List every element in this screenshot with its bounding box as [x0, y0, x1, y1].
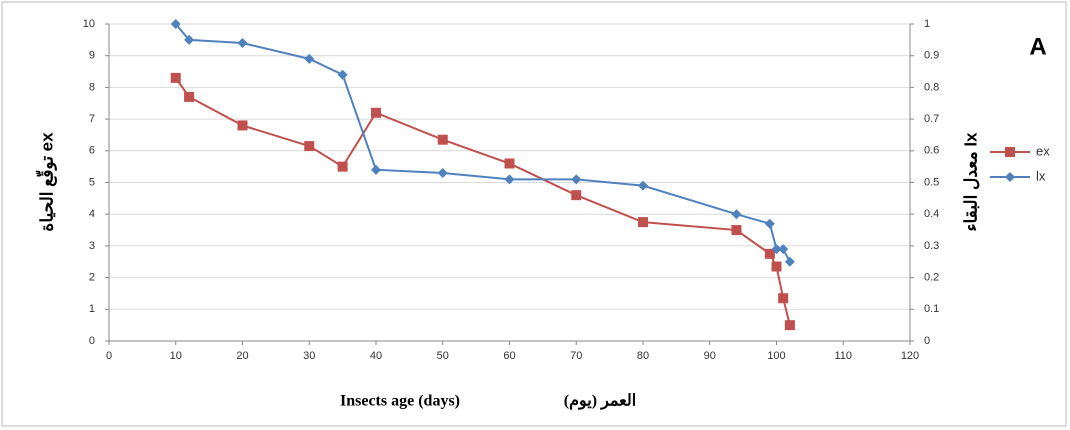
y-tick-label: 0 — [89, 335, 95, 347]
point — [784, 256, 795, 267]
point — [184, 91, 195, 102]
point — [184, 34, 195, 45]
y2-tick-label: 0.6 — [924, 145, 939, 157]
point — [304, 53, 315, 64]
x-tick-label: 80 — [637, 350, 649, 362]
point — [337, 69, 348, 80]
y-tick-label: 5 — [89, 176, 95, 188]
x-tick-label: 40 — [370, 350, 382, 362]
point — [571, 174, 582, 185]
y2-tick-label: 0.8 — [924, 81, 939, 93]
panel-label: A — [1029, 33, 1046, 60]
point — [764, 218, 775, 229]
legend-marker — [1005, 147, 1015, 157]
point — [170, 72, 181, 83]
y2-tick-label: 0.1 — [924, 303, 939, 315]
x-axis-label: Insects age (days) — [340, 393, 460, 410]
y2-tick-label: 0.2 — [924, 272, 939, 284]
y2-tick-label: 0.7 — [924, 113, 939, 125]
y-tick-label: 3 — [89, 240, 95, 252]
legend-label: lx — [1036, 168, 1046, 183]
y-tick-label: 10 — [83, 18, 95, 30]
y-axis-label: توقّع الحياة ex — [35, 132, 57, 232]
x-tick-label: 0 — [106, 350, 112, 362]
x-tick-label: 50 — [437, 350, 449, 362]
point — [638, 217, 648, 228]
point — [571, 190, 582, 201]
point — [778, 293, 789, 304]
y2-tick-label: 0.9 — [924, 50, 939, 62]
x-tick-label: 60 — [503, 350, 515, 362]
point — [371, 164, 381, 175]
y-tick-label: 9 — [89, 50, 95, 62]
y-tick-label: 6 — [89, 145, 95, 157]
x-tick-label: 100 — [767, 350, 785, 362]
x-tick-label: 30 — [303, 350, 315, 362]
point — [504, 174, 515, 185]
point — [771, 244, 782, 255]
point — [237, 120, 248, 131]
y-tick-label: 4 — [89, 208, 95, 220]
x-tick-label: 10 — [170, 350, 182, 362]
point — [371, 107, 381, 118]
point — [304, 141, 315, 152]
point — [237, 38, 248, 49]
x-axis-label-ar: العمر (يوم) — [564, 393, 636, 411]
x-tick-label: 70 — [570, 350, 582, 362]
y2-tick-label: 1 — [924, 18, 930, 30]
y2-axis-label: معدل البقاء lx — [961, 132, 980, 232]
point — [437, 167, 448, 178]
x-tick-label: 110 — [834, 350, 852, 362]
point — [764, 248, 775, 259]
point — [437, 134, 448, 145]
point — [638, 180, 648, 191]
point — [504, 158, 515, 169]
x-tick-label: 120 — [901, 350, 919, 362]
y-tick-label: 2 — [89, 272, 95, 284]
y2-tick-label: 0 — [924, 335, 930, 347]
point — [731, 225, 742, 236]
x-tick-label: 20 — [236, 350, 248, 362]
point — [771, 261, 782, 272]
point — [778, 244, 789, 255]
y2-tick-label: 0.4 — [924, 208, 939, 220]
legend-marker — [1005, 172, 1015, 182]
point — [731, 209, 742, 220]
point — [337, 161, 348, 172]
y2-tick-label: 0.3 — [924, 240, 939, 252]
y2-tick-label: 0.5 — [924, 176, 939, 188]
point — [784, 320, 795, 331]
point — [170, 19, 181, 29]
y-tick-label: 7 — [89, 113, 95, 125]
x-tick-label: 90 — [704, 350, 716, 362]
y-tick-label: 8 — [89, 81, 95, 93]
legend-label: ex — [1036, 143, 1050, 158]
y-tick-label: 1 — [89, 303, 95, 315]
